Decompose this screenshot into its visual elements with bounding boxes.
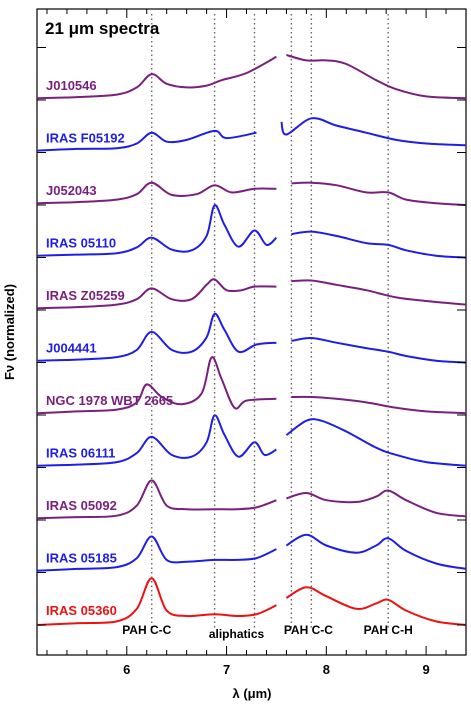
series-label: NGC 1978 WBT 2665 xyxy=(46,393,173,408)
feature-lines xyxy=(151,14,389,628)
series-line xyxy=(36,278,277,310)
series-label: IRAS Z05259 xyxy=(46,288,125,303)
series-label: J004441 xyxy=(46,341,97,356)
series-line xyxy=(36,356,277,415)
x-tick-label: 7 xyxy=(223,662,230,677)
series-label: J010546 xyxy=(46,78,97,93)
series-labels: J010546 IRAS F05192 J052043 IRAS 05110 IRAS … xyxy=(46,78,173,618)
series-layer xyxy=(36,54,467,626)
series-label: IRAS F05192 xyxy=(46,131,125,146)
plot-frame xyxy=(36,8,467,656)
x-tick-label: 8 xyxy=(323,662,330,677)
series-line xyxy=(285,586,467,626)
series-line xyxy=(36,55,277,100)
series-line xyxy=(291,336,467,364)
x-tick-label: 9 xyxy=(422,662,429,677)
series-line xyxy=(36,535,277,572)
series-label: IRAS 06111 xyxy=(46,446,115,461)
series-line xyxy=(36,129,257,152)
series-line xyxy=(36,181,277,205)
series-label: IRAS 05110 xyxy=(46,236,116,251)
series-line xyxy=(36,414,277,467)
series-line xyxy=(285,533,467,570)
feature-label: PAH C-C xyxy=(122,623,171,637)
axis-ticks: 6 7 8 9 xyxy=(37,9,467,677)
series-line xyxy=(36,479,277,520)
series-line xyxy=(291,395,467,415)
series-label: IRAS 05092 xyxy=(46,498,117,513)
series-line xyxy=(286,54,467,100)
series-line xyxy=(36,312,277,362)
series-line xyxy=(291,230,467,259)
x-tick-label: 6 xyxy=(123,662,130,677)
x-axis-label: λ (μm) xyxy=(232,686,271,701)
chart-title: 21 μm spectra xyxy=(45,19,160,38)
feature-label: PAH C-C xyxy=(284,623,333,637)
series-label: IRAS 05360 xyxy=(46,603,117,618)
series-line xyxy=(291,181,467,206)
feature-label: aliphatics xyxy=(209,627,265,641)
series-line xyxy=(285,418,467,467)
series-line xyxy=(36,204,278,257)
series-line xyxy=(291,279,467,306)
feature-labels: PAH C-C aliphatics PAH C-C PAH C-H xyxy=(122,623,413,641)
series-label: IRAS 05185 xyxy=(46,551,117,566)
feature-label: PAH C-H xyxy=(364,623,413,637)
series-line xyxy=(36,577,277,626)
series-line xyxy=(280,117,467,147)
series-line xyxy=(286,489,467,518)
series-label: J052043 xyxy=(46,183,97,198)
y-axis-label: Fν (normalized) xyxy=(2,284,17,380)
